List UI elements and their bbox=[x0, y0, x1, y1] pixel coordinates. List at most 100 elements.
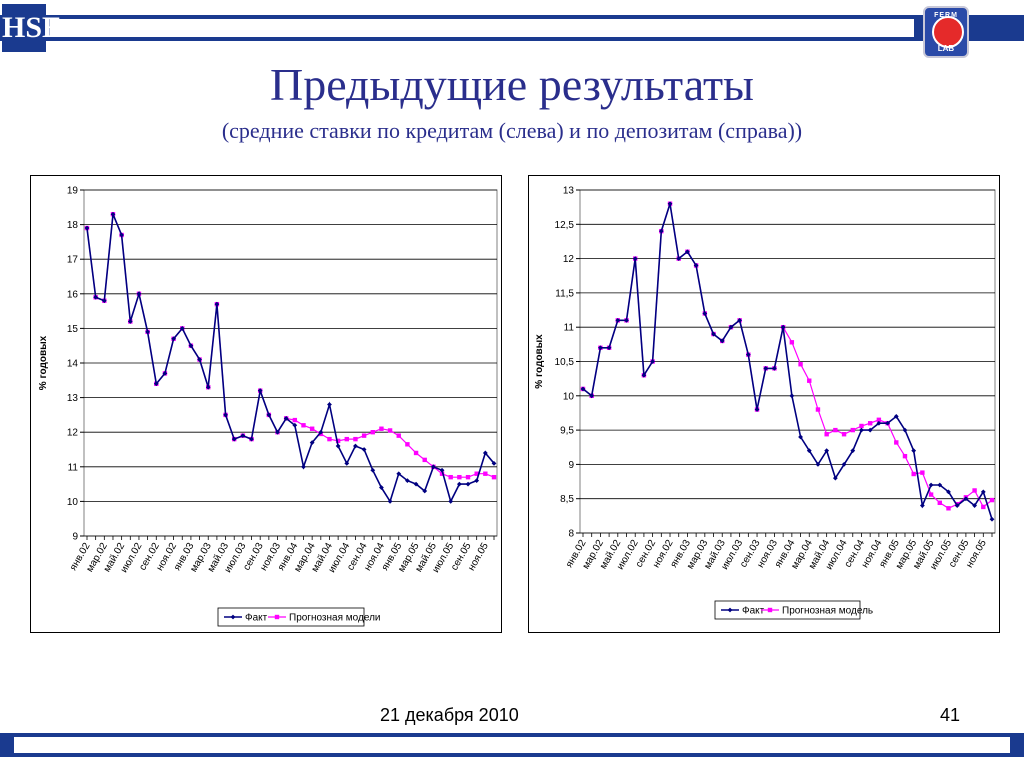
fact-point bbox=[928, 482, 934, 488]
fact-point bbox=[223, 412, 228, 418]
forecast-point bbox=[928, 492, 934, 497]
y-axis-label: % годовых bbox=[38, 335, 49, 390]
forecast-point bbox=[824, 432, 829, 437]
fact-point bbox=[188, 343, 194, 349]
page-number: 41 bbox=[940, 705, 961, 725]
forecast-point bbox=[894, 440, 899, 445]
fact-point bbox=[136, 291, 142, 297]
forecast-point bbox=[309, 426, 315, 431]
forecast-point bbox=[937, 500, 942, 506]
fact-point bbox=[972, 503, 977, 508]
y-tick-label: 12 bbox=[563, 254, 575, 265]
fact-point bbox=[84, 225, 90, 231]
y-tick-label: 12,5 bbox=[555, 220, 575, 231]
fact-point bbox=[370, 467, 376, 473]
y-tick-label: 11,5 bbox=[555, 288, 574, 299]
fact-point bbox=[162, 370, 168, 376]
fact-point bbox=[214, 301, 220, 307]
fact-point bbox=[980, 489, 986, 495]
forecast-point bbox=[902, 453, 908, 459]
forecast-point bbox=[491, 474, 497, 480]
fact-point bbox=[772, 365, 777, 371]
y-tick-label: 9 bbox=[568, 460, 574, 471]
fact-point bbox=[745, 352, 751, 358]
fact-point bbox=[127, 319, 133, 324]
fact-point bbox=[806, 448, 812, 454]
fact-point bbox=[859, 427, 864, 433]
fact-point bbox=[318, 429, 324, 435]
forecast-point bbox=[798, 362, 803, 367]
fact-point bbox=[448, 499, 454, 504]
y-tick-label: 18 bbox=[67, 220, 79, 231]
fact-point bbox=[589, 393, 595, 399]
forecast-point bbox=[439, 471, 445, 476]
fact-point bbox=[344, 460, 350, 466]
fact-point bbox=[474, 478, 480, 484]
fact-point bbox=[309, 440, 315, 445]
fact-point bbox=[292, 422, 298, 428]
fact-point bbox=[456, 481, 462, 487]
fact-point bbox=[841, 462, 847, 467]
deposit-rates-chart: 88,599,51010,51111,51212,513янв.02мар.02… bbox=[528, 175, 1000, 633]
forecast-point bbox=[815, 407, 821, 412]
fact-point bbox=[867, 427, 873, 433]
fact-point bbox=[387, 499, 393, 504]
fact-point bbox=[465, 481, 471, 487]
forecast-point bbox=[876, 417, 882, 423]
forecast-point bbox=[413, 450, 419, 456]
fact-point bbox=[580, 386, 586, 392]
fact-series-line bbox=[582, 203, 993, 520]
fact-point bbox=[257, 388, 263, 394]
y-tick-label: 19 bbox=[67, 186, 79, 197]
fact-point bbox=[902, 427, 908, 433]
fact-point bbox=[693, 263, 699, 268]
forecast-point bbox=[920, 470, 925, 475]
legend-fact-marker bbox=[230, 614, 236, 620]
y-tick-label: 15 bbox=[67, 324, 79, 335]
forecast-point bbox=[387, 428, 393, 433]
y-tick-label: 9,5 bbox=[560, 426, 574, 437]
fact-point bbox=[824, 448, 830, 454]
fact-point bbox=[754, 407, 760, 412]
fact-point bbox=[413, 481, 419, 487]
fact-point bbox=[422, 488, 428, 494]
fact-point bbox=[430, 464, 436, 470]
legend-box bbox=[217, 607, 365, 627]
y-tick-label: 8 bbox=[568, 529, 574, 540]
fact-point bbox=[361, 447, 367, 452]
forecast-point bbox=[981, 504, 986, 510]
fact-point bbox=[728, 324, 734, 330]
y-tick-label: 12 bbox=[67, 428, 79, 439]
fact-point bbox=[205, 384, 211, 390]
fact-point bbox=[396, 471, 402, 477]
loan-rates-chart: 910111213141516171819янв.02мар.02май.02и… bbox=[30, 175, 502, 633]
forecast-point bbox=[335, 438, 341, 444]
forecast-point bbox=[301, 423, 306, 428]
legend-fact-marker bbox=[727, 607, 733, 613]
fact-point bbox=[885, 420, 890, 426]
fact-point bbox=[93, 294, 99, 300]
forecast-point bbox=[807, 378, 812, 383]
fact-point bbox=[240, 433, 246, 439]
y-tick-label: 10,5 bbox=[555, 357, 575, 368]
fact-point bbox=[439, 467, 445, 473]
fact-point bbox=[919, 503, 925, 508]
fact-point bbox=[832, 475, 838, 481]
fact-point bbox=[179, 326, 185, 331]
fact-point bbox=[676, 256, 682, 261]
hse-logo: HSE bbox=[2, 4, 62, 52]
forecast-point bbox=[474, 471, 479, 476]
fact-point bbox=[353, 443, 358, 449]
forecast-point bbox=[972, 488, 977, 493]
y-tick-label: 10 bbox=[67, 497, 79, 508]
fact-point bbox=[989, 516, 995, 522]
fermlab-logo-text-top: FERM bbox=[934, 12, 958, 19]
fact-point bbox=[405, 478, 410, 484]
forecast-point bbox=[292, 417, 298, 423]
fact-point bbox=[624, 317, 629, 323]
fact-point bbox=[937, 482, 943, 488]
legend-forecast-label: Прогнозная модели bbox=[289, 613, 381, 624]
fact-series-line bbox=[86, 213, 495, 504]
fact-point bbox=[815, 462, 821, 467]
forecast-point bbox=[789, 340, 795, 345]
